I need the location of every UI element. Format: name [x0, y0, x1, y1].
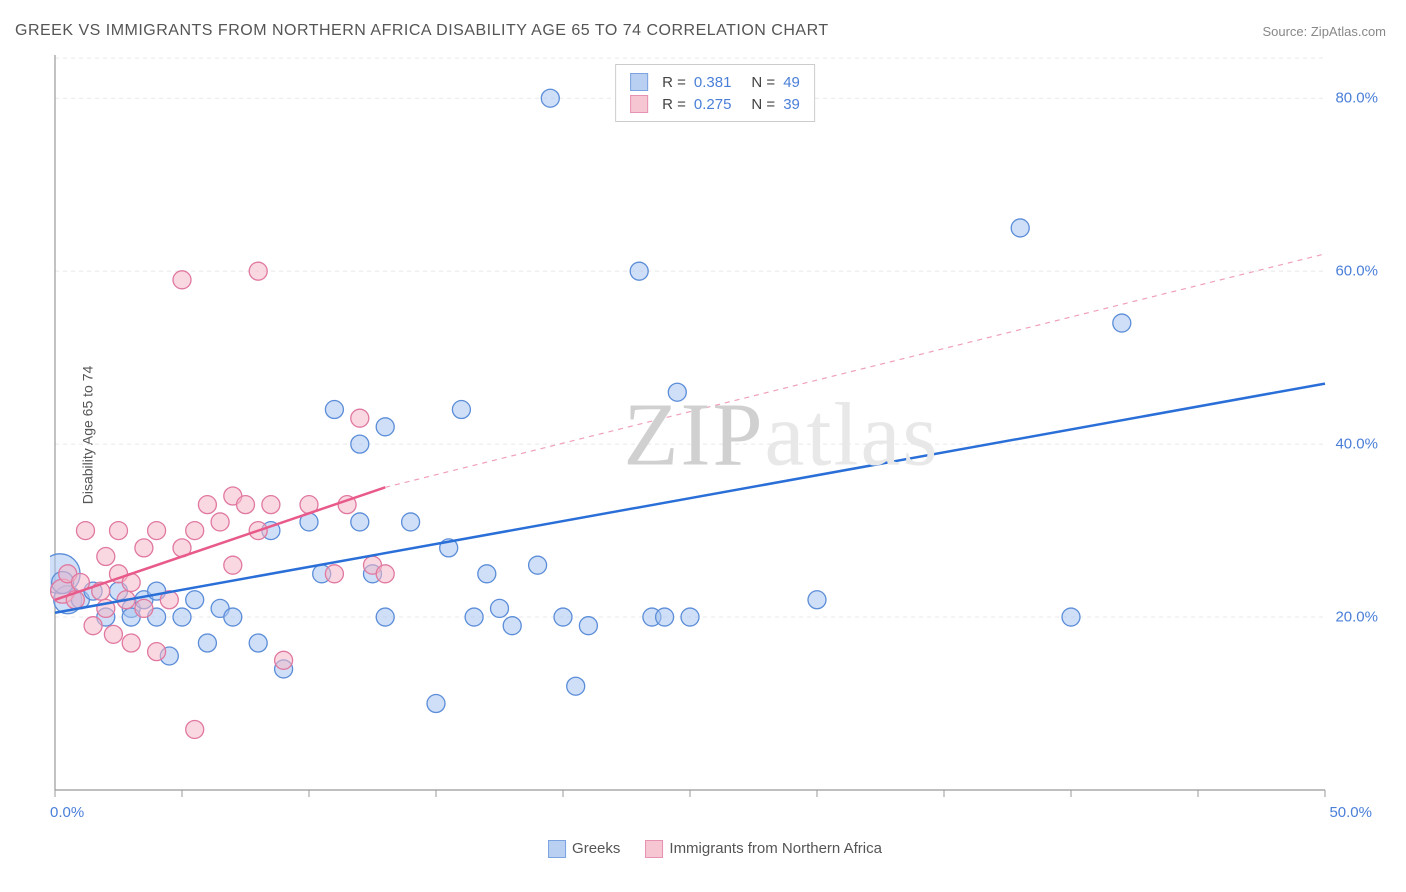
- x-tick-label: 0.0%: [50, 804, 84, 821]
- x-tick-label: 50.0%: [1329, 804, 1372, 821]
- scatter-svg: [50, 50, 1380, 820]
- series-legend: Greeks Immigrants from Northern Africa: [548, 840, 882, 858]
- plot-area: Disability Age 65 to 74 ZIPatlas R = 0.3…: [50, 50, 1380, 820]
- y-tick-label: 80.0%: [1335, 90, 1378, 107]
- source-attribution: Source: ZipAtlas.com: [1262, 24, 1386, 39]
- stats-legend: R = 0.381 N = 49 R = 0.275 N = 39: [615, 64, 815, 122]
- legend-item: Greeks: [548, 840, 620, 858]
- chart-title: GREEK VS IMMIGRANTS FROM NORTHERN AFRICA…: [15, 22, 829, 40]
- y-tick-label: 40.0%: [1335, 436, 1378, 453]
- y-tick-label: 60.0%: [1335, 263, 1378, 280]
- legend-item: Immigrants from Northern Africa: [645, 840, 882, 858]
- stats-legend-row: R = 0.381 N = 49: [630, 71, 800, 93]
- stats-legend-row: R = 0.275 N = 39: [630, 93, 800, 115]
- y-tick-label: 20.0%: [1335, 609, 1378, 626]
